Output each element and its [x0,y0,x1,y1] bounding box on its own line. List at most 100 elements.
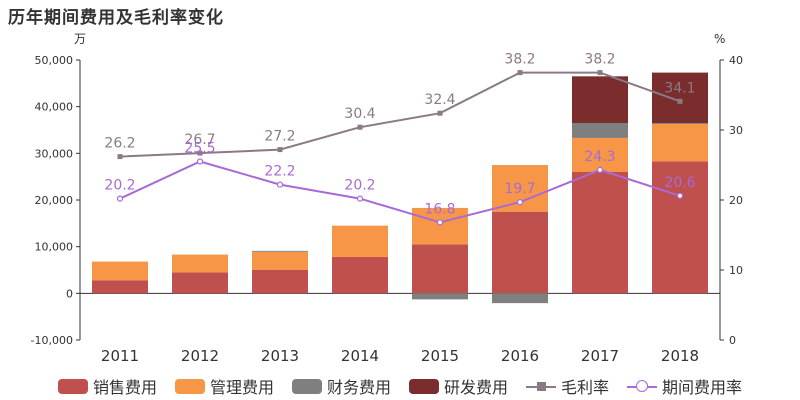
bar-segment [572,76,628,123]
legend-item-admin[interactable]: 管理费用 [174,374,274,398]
left-tick-label: 50,000 [35,54,74,67]
right-axis-unit: % [714,32,725,46]
line-marker [197,150,203,156]
category-label: 2017 [581,347,619,365]
chart-canvas: 万 % -10,000 0 10,000 20,000 30,000 40,000 50,0… [31,32,743,365]
bar-segment [572,123,628,138]
series-line [119,160,681,224]
legend-swatch-gross-margin [526,379,557,394]
bar-segment [332,225,388,257]
data-label: 30.4 [344,106,375,122]
data-label: 26.7 [184,132,215,148]
bar-segment [572,172,628,294]
category-label: 2018 [661,347,699,365]
legend-label-finance: 财务费用 [326,378,391,397]
bar-segment [252,251,308,270]
category-label: 2011 [101,347,139,365]
legend-swatch-expense-ratio [627,379,658,394]
line-marker [436,219,444,226]
left-tick-label: 30,000 [35,147,74,160]
legend-swatch-rd [409,378,439,394]
legend-label-rd: 研发费用 [444,378,509,397]
line-marker [276,181,284,188]
legend-swatch-finance [291,378,322,394]
left-tick-label: 10,000 [35,241,74,254]
bar-segment [652,123,708,162]
left-tick-label: 0 [66,287,73,300]
right-tick-label: 20 [729,194,743,207]
line-marker [117,154,123,160]
bar-segment [652,161,708,294]
right-tick-label: 10 [729,264,743,277]
data-labels: 26.2 26.7 27.2 30.4 32.4 38.2 38.2 34.1 20.2 25.5… [104,52,695,218]
left-tick-label: -10,000 [31,334,73,347]
axes: -10,000 0 10,000 20,000 30,000 40,000 50,000 0 1… [31,54,743,365]
line-marker [516,199,524,206]
data-label: 34.1 [664,80,695,96]
line-marker [357,124,363,130]
data-label: 27.2 [264,129,295,145]
data-label: 16.8 [424,201,455,217]
data-label: 38.2 [584,52,615,68]
left-tick-label: 20,000 [35,194,74,207]
data-label: 32.4 [424,92,455,108]
legend-swatch-admin [174,378,205,394]
line-marker [596,166,604,173]
bar-segment [172,254,228,273]
legend-label-admin: 管理费用 [209,378,274,397]
bar-segment [412,207,468,245]
category-label: 2015 [421,347,459,365]
category-label: 2012 [181,347,219,365]
left-axis-unit: 万 [74,32,86,46]
bar-segment [92,280,148,294]
legend-label-sales: 销售费用 [92,378,157,397]
data-label: 22.2 [264,164,295,180]
bar-segment [652,123,708,124]
category-label: 2014 [341,347,379,365]
legend-item-finance[interactable]: 财务费用 [291,374,391,398]
right-tick-label: 30 [729,124,743,137]
category-label: 2016 [501,347,539,365]
legend-item-rd[interactable]: 研发费用 [409,374,508,398]
data-label: 38.2 [504,52,535,68]
left-tick-label: 40,000 [35,101,74,114]
data-label: 20.2 [344,178,375,194]
line-marker [597,70,603,76]
bar-segment [332,256,388,294]
bar-segment [492,293,548,304]
legend-item-sales[interactable]: 销售费用 [57,374,157,398]
line-marker [517,70,523,76]
legend-item-expense-ratio[interactable]: 期间费用率 [627,374,742,398]
category-label: 2013 [261,347,299,365]
line-marker [437,110,443,116]
legend: 销售费用 管理费用 财务费用 研发费用 毛利率 期间费用率 [0,372,800,400]
line-marker [116,195,124,202]
bar-segment [412,293,468,300]
legend-item-gross-margin[interactable]: 毛利率 [526,374,609,398]
bar-segment [492,211,548,294]
legend-swatch-sales [57,378,88,394]
lines [116,70,684,226]
right-tick-label: 40 [729,54,743,67]
bar-segment [652,72,708,123]
line-marker [356,195,364,202]
data-label: 20.2 [104,178,135,194]
bar-segment [572,137,628,172]
data-label: 25.5 [184,141,215,157]
line-marker [676,192,684,199]
data-label: 19.7 [504,181,535,197]
series-line [119,71,681,158]
line-marker [196,158,204,165]
bar-segment [412,244,468,294]
bar-segment [252,250,308,252]
data-label: 24.3 [584,149,615,165]
bar-segment [252,270,308,294]
bar-segment [92,261,148,281]
line-marker [277,147,283,153]
legend-label-gross-margin: 毛利率 [561,378,610,397]
bars [92,72,708,304]
data-label: 26.2 [104,136,135,152]
bar-segment [172,272,228,294]
data-label: 20.6 [664,175,695,191]
chart-title: 历年期间费用及毛利率变化 [8,8,224,28]
